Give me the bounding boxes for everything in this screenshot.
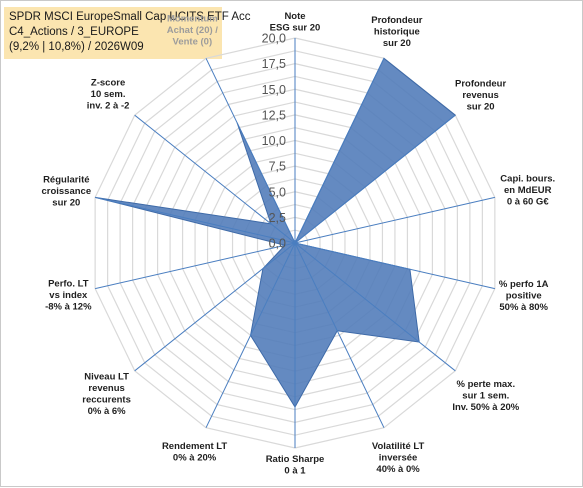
tick-label: 17,5 — [262, 57, 286, 71]
axis-label: Z-score 10 sem. inv. 2 à -2 — [87, 78, 130, 112]
tick-label: 7,5 — [269, 160, 286, 174]
axis-label: Rendement LT 0% à 20% — [162, 441, 227, 464]
tick-label: 15,0 — [262, 83, 286, 97]
tick-label: 2,5 — [269, 211, 286, 225]
axis-label: Volatilité LT inversée 40% à 0% — [372, 441, 425, 475]
axis-label: % perte max. sur 1 sem. Inv. 50% à 20% — [452, 379, 519, 413]
axis-spoke — [134, 114, 296, 244]
axis-label: Note ESG sur 20 — [270, 11, 321, 34]
chart-title: SPDR MSCI EuropeSmall Cap UCITS ETF Acc — [9, 11, 251, 23]
axis-label: Niveau LT revenus reccurents 0% à 6% — [82, 371, 131, 417]
axis-spoke — [294, 242, 385, 428]
axis-spoke — [294, 242, 456, 372]
axis-label: % perfo 1A positive 50% à 80% — [499, 279, 549, 313]
chart-stats: (9,2% | 10,8%) / 2026W09 — [9, 41, 144, 53]
axis-label: Ratio Sharpe 0 à 1 — [266, 454, 325, 477]
tick-label: 12,5 — [262, 108, 286, 122]
tick-label: 10,0 — [262, 134, 286, 148]
axis-spoke — [205, 242, 296, 428]
chart-title-box: SPDR MSCI EuropeSmall Cap UCITS ETF Acc … — [4, 7, 251, 59]
axis-spoke — [294, 242, 495, 290]
axis-label: Capi. bours. en MdEUR 0 à 60 G€ — [500, 174, 555, 208]
axis-spoke — [95, 196, 296, 244]
axis-spoke — [294, 58, 385, 244]
tick-label: 0,0 — [269, 237, 286, 251]
axis-label: Profondeur historique sur 20 — [371, 15, 422, 49]
spokes — [95, 38, 495, 448]
axis-spoke — [134, 242, 296, 372]
tick-label: 5,0 — [269, 185, 286, 199]
tick-label: 20,0 — [262, 32, 286, 46]
axis-spoke — [294, 196, 495, 244]
tick-labels: 0,0 2,5 5,0 7,5 10,0 12,5 15,0 17,5 20,0 — [262, 32, 286, 251]
chart-category: C4_Actions / 3_EUROPE — [9, 26, 139, 38]
axis-label: Momentum Achat (20) / Vente (0) — [167, 14, 219, 48]
axis-spoke — [95, 242, 296, 290]
axis-labels: Note ESG sur 20 Profondeur historique sur 20… — [41, 11, 555, 477]
axis-label: Perfo. LT vs index -8% à 12% — [45, 278, 92, 312]
axis-spoke — [205, 58, 296, 244]
axis-spoke — [294, 114, 456, 244]
axis-label: Régularité croissance sur 20 — [41, 175, 91, 209]
axis-label: Profondeur revenus sur 20 — [455, 79, 506, 113]
